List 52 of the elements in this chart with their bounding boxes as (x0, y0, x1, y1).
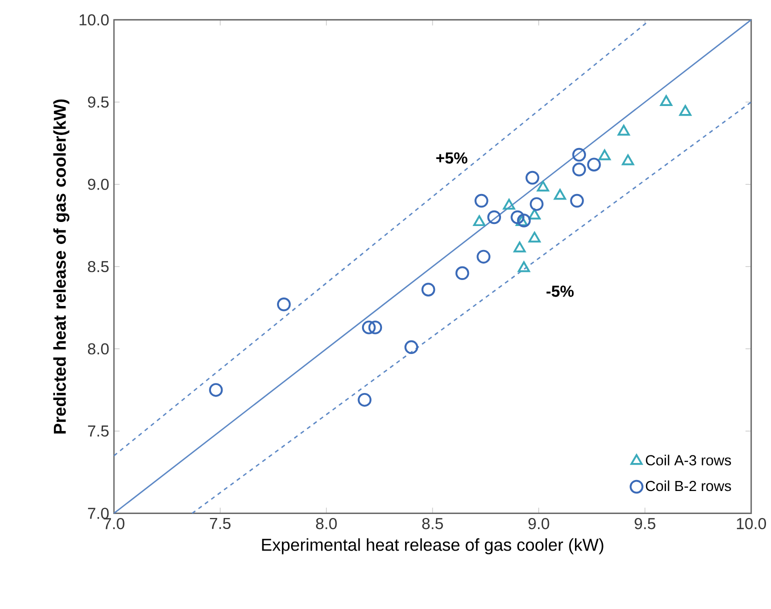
y-tick-label: 9.5 (88, 96, 109, 108)
point (622, 154, 634, 165)
point (514, 241, 526, 252)
x-tick-label: 9.0 (528, 518, 550, 529)
point (362, 320, 376, 334)
point (530, 196, 544, 211)
x-tick-label: 7.5 (210, 518, 231, 529)
x-axis-title: Experimental heat release of gas cooler (kW) (262, 538, 604, 554)
x-tick-label: 9.5 (634, 518, 656, 529)
y-tick-label: 8.0 (88, 343, 109, 354)
annotation: -5% (546, 285, 574, 297)
point (598, 149, 611, 160)
point (554, 188, 566, 200)
legend-label: Coil B-2 rows (646, 480, 731, 491)
point (277, 297, 291, 312)
y-tick-label: 8.5 (88, 260, 109, 272)
x-tick-label: 7.0 (104, 518, 124, 529)
legend-label: Coil A-3 rows (646, 454, 731, 466)
point (476, 250, 490, 264)
annotation: +5% (436, 152, 468, 164)
point (518, 261, 530, 272)
point (358, 392, 372, 406)
point (618, 124, 630, 136)
y-axis-title: Predicted heat release of gas cooler(kW) (53, 99, 70, 434)
point (404, 340, 418, 354)
y-tick-label: 10.0 (80, 14, 109, 26)
point (536, 180, 550, 192)
point (528, 232, 541, 242)
y-tick-label: 7.5 (88, 425, 109, 436)
point (679, 104, 692, 116)
y-tick-label: 9.0 (88, 178, 109, 190)
point (528, 208, 541, 220)
point (516, 215, 528, 226)
x-tick-label: 8.5 (422, 518, 443, 529)
point (455, 266, 470, 280)
point (421, 282, 436, 296)
point (572, 148, 586, 162)
point (502, 198, 516, 210)
point (572, 162, 586, 176)
point (570, 194, 584, 208)
point (209, 382, 223, 397)
point (587, 157, 601, 172)
point (368, 320, 382, 334)
x-tick-label: 10.0 (736, 518, 766, 529)
point (473, 215, 486, 226)
point (660, 94, 672, 106)
point (526, 170, 540, 184)
point (487, 210, 502, 224)
point (510, 210, 524, 224)
y-tick-label: 7.0 (88, 508, 109, 519)
point (474, 194, 488, 208)
x-tick-label: 8.0 (316, 518, 337, 529)
